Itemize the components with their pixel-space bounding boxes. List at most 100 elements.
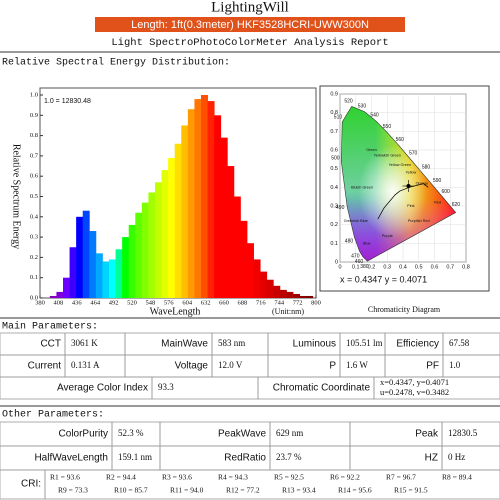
- param-label: MainWave: [161, 339, 208, 350]
- param-value: x=0.4347, y=0.4071: [380, 377, 449, 387]
- table-cell: [44, 469, 500, 500]
- y-tick-label: 0.9: [30, 112, 38, 119]
- y-tick-label: 0.6: [30, 173, 39, 180]
- locus-label: 530: [358, 103, 367, 109]
- param-value: 1.6 W: [346, 360, 368, 370]
- annotation: 1.0 = 12830.48: [44, 98, 91, 105]
- locus-label: 460: [355, 259, 364, 265]
- region-label: Yellowish Green: [374, 154, 401, 158]
- spectrum-bar: [102, 261, 110, 298]
- region-label: Greenish Blue: [344, 219, 368, 223]
- unit-label: (Unit:nm): [272, 307, 304, 316]
- x-tick-label: 0.8: [462, 264, 470, 270]
- cri-value: R10 = 85.7: [114, 486, 148, 495]
- region-label: Green: [366, 148, 377, 152]
- spectrum-bar: [82, 210, 90, 298]
- spectrum-bar: [227, 166, 235, 298]
- param-label: Chromatic Coordinate: [273, 383, 371, 394]
- spectrum-bar: [63, 277, 70, 298]
- param-value: 0 Hz: [448, 452, 465, 462]
- spectrum-bar: [299, 295, 307, 298]
- y-tick-label: 0.3: [30, 234, 38, 241]
- region-label: Red: [434, 200, 441, 204]
- spectrum-bar: [115, 249, 123, 298]
- spectrum-bar: [240, 220, 248, 298]
- section-title: Main Parameters:: [2, 321, 98, 333]
- cri-value: R5 = 92.5: [274, 473, 304, 482]
- param-label: PeakWave: [218, 429, 266, 440]
- subtitle: Light SpectroPhotoColorMeter Analysis Re…: [111, 37, 388, 49]
- cri-value: R14 = 95.6: [338, 486, 372, 495]
- cri-value: R1 = 93.6: [50, 473, 80, 482]
- cri-value: R11 = 94.0: [170, 486, 204, 495]
- locus-label: 590: [433, 178, 442, 184]
- banner-bg: [95, 17, 405, 32]
- x-tick-label: 0.7: [446, 264, 454, 270]
- locus-label: 620: [452, 202, 461, 208]
- x-tick-label: 0.4: [399, 264, 407, 270]
- spectrum-bar: [69, 247, 77, 298]
- spectrum-bar: [306, 295, 314, 298]
- y-tick-label: 0.8: [30, 132, 38, 139]
- x-tick-label: 604: [182, 299, 193, 306]
- chromaticity-frame: [319, 85, 490, 292]
- x-tick-label: 716: [256, 299, 267, 306]
- param-label: RedRatio: [224, 453, 266, 464]
- locus-label: 570: [409, 150, 418, 156]
- param-label: P: [329, 361, 336, 372]
- x-tick-label: 464: [90, 299, 101, 306]
- y-tick-label: 0.1: [30, 274, 38, 281]
- region-label: Blue: [363, 241, 371, 245]
- param-label: PF: [426, 361, 439, 372]
- spectrum-bar: [128, 224, 136, 298]
- y-tick-label: 0.0: [30, 294, 38, 301]
- param-label: CCT: [40, 339, 61, 350]
- cri-value: R12 = 77.2: [226, 486, 260, 495]
- cri-value: R2 = 94.4: [106, 473, 136, 482]
- spectrum-bar: [293, 293, 300, 298]
- y-tick-label: 0.2: [330, 222, 338, 228]
- cri-value: R4 = 94.3: [218, 473, 248, 482]
- param-value: u=0.2478, v=0.3482: [380, 387, 449, 397]
- locus-label: 520: [344, 98, 353, 104]
- param-value: 12.0 V: [218, 360, 243, 370]
- y-tick-label: 0.7: [330, 129, 338, 135]
- param-label: Voltage: [175, 361, 209, 372]
- spectrum-bar: [260, 271, 268, 298]
- coordinate-text: x = 0.4347 y = 0.4071: [340, 274, 427, 284]
- spectrum-bar: [122, 237, 130, 298]
- param-value: 93.3: [158, 382, 174, 392]
- spectrum-bar: [279, 289, 287, 298]
- locus-label: 540: [370, 113, 379, 119]
- y-tick-label: 0.5: [30, 193, 38, 200]
- region-label: Purplish Red: [408, 219, 430, 223]
- locus-label: 490: [336, 205, 345, 211]
- cri-value: R15 = 91.5: [394, 486, 428, 495]
- locus-label: 470: [351, 253, 360, 259]
- locus-label: 500: [331, 156, 340, 162]
- spectrum-bar: [148, 192, 156, 298]
- x-tick-label: 632: [201, 299, 211, 306]
- x-tick-label: 576: [164, 299, 175, 306]
- y-tick-label: 1.0: [30, 91, 38, 98]
- spectrum-bar: [95, 253, 103, 298]
- cri-value: R7 = 96.7: [386, 473, 416, 482]
- region-label: Yellow: [405, 170, 416, 174]
- x-tick-label: 0.6: [431, 264, 439, 270]
- param-value: 105.51 lm: [346, 338, 383, 348]
- y-tick-label: 0.2: [30, 254, 38, 261]
- spectrum-bar: [56, 291, 64, 298]
- x-tick-label: 520: [127, 299, 137, 306]
- x-tick-label: 744: [274, 299, 285, 306]
- y-tick-label: 0: [335, 259, 338, 265]
- locus-label: 560: [396, 137, 405, 143]
- y-tick-label: 0.7: [30, 152, 39, 159]
- locus-label: 480: [345, 238, 354, 244]
- region-label: Yellow Green: [389, 163, 411, 167]
- x-tick-label: 0.2: [368, 264, 376, 270]
- y-axis-label: Relative Spectrum Energy: [11, 144, 22, 249]
- cie-outline: [340, 106, 457, 262]
- y-tick-label: 0.3: [330, 203, 338, 209]
- region-label: Bluish Green: [351, 185, 373, 189]
